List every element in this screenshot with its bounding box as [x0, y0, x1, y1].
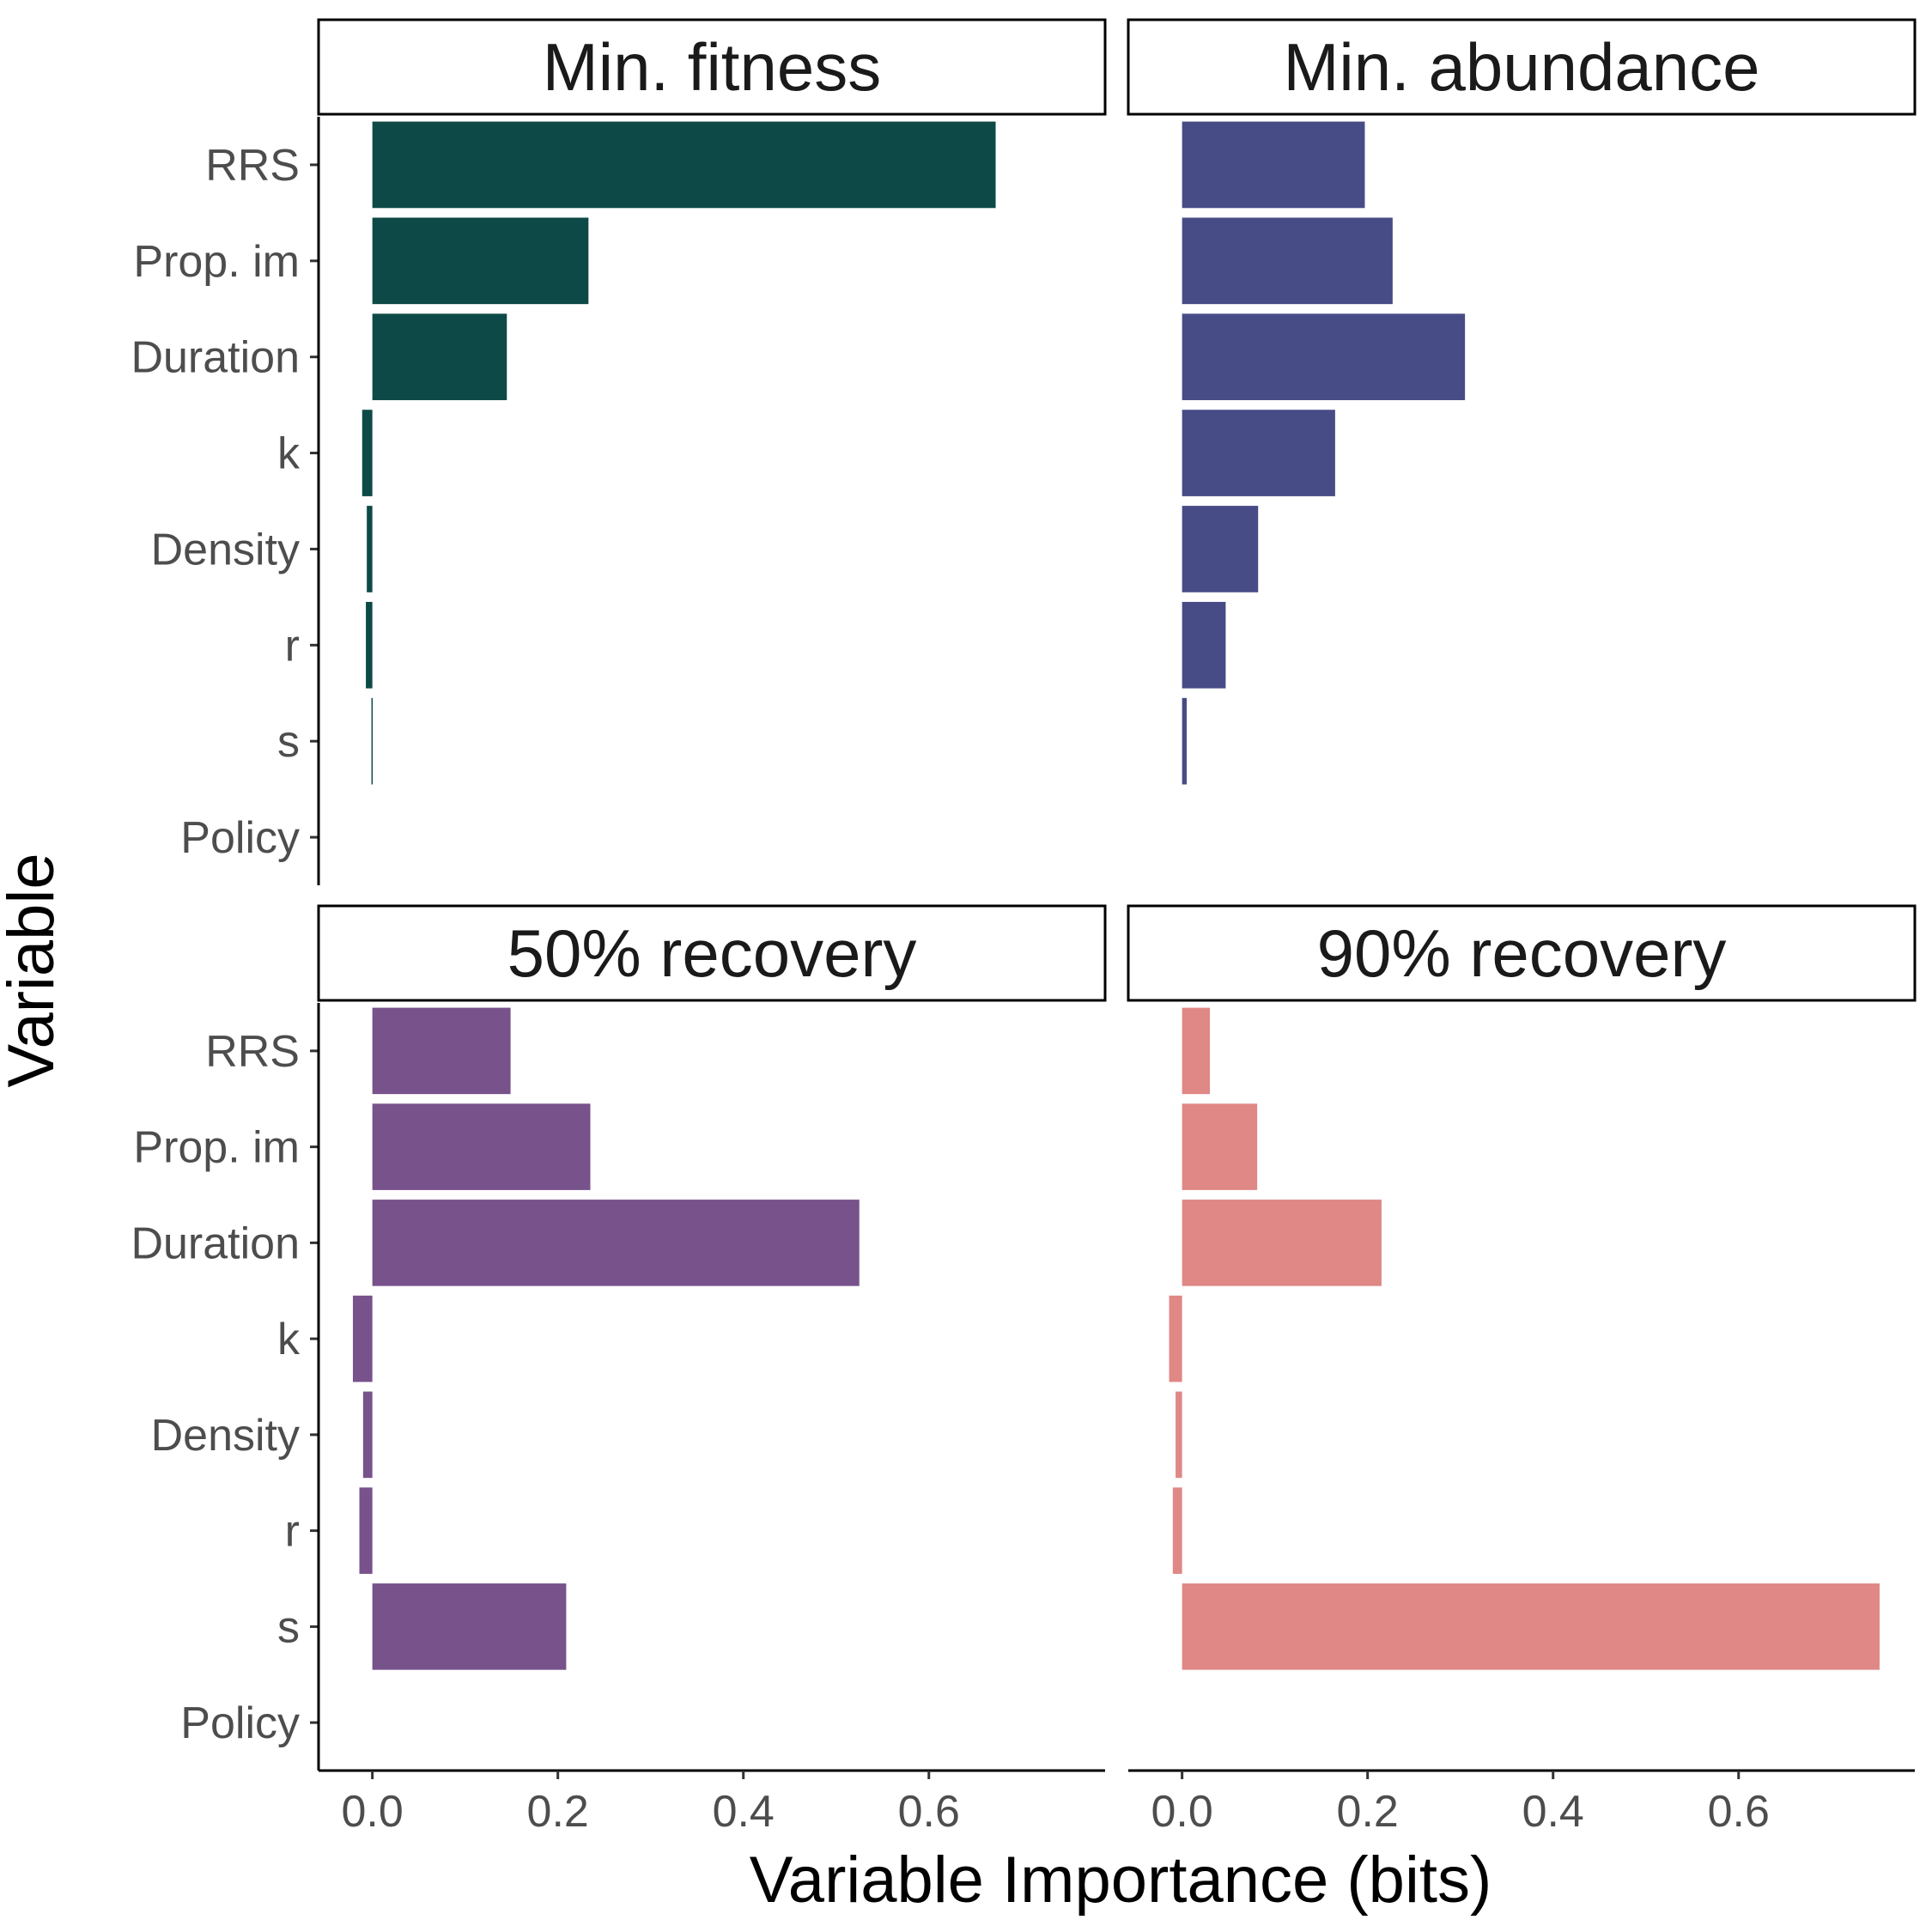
bar-rrs: [372, 1007, 511, 1095]
y-axis-title: Variable: [0, 853, 68, 1087]
bar-s: [372, 1583, 567, 1670]
y-tick-label-k: k: [277, 1315, 301, 1364]
y-tick-label-duration: Duration: [131, 1218, 300, 1268]
bar-s: [371, 697, 374, 785]
x-tick-label: 0.6: [898, 1787, 960, 1837]
panel-title: Min. abundance: [1283, 29, 1759, 105]
y-tick-label-r: r: [285, 1507, 300, 1557]
x-tick-label: 0.6: [1708, 1787, 1770, 1837]
y-tick-label-policy: Policy: [180, 1698, 300, 1748]
bar-rrs: [1182, 1007, 1211, 1095]
bar-duration: [1182, 313, 1466, 401]
x-tick-label: 0.2: [1337, 1787, 1399, 1837]
bar-k: [1169, 1295, 1182, 1382]
x-tick-label: 0.4: [713, 1787, 775, 1837]
panel-strip: [317, 904, 1107, 1002]
x-tick-label: 0.4: [1522, 1787, 1584, 1837]
bar-s: [1182, 1583, 1880, 1670]
panel-title: 50% recovery: [507, 915, 917, 991]
bar-rrs: [372, 121, 996, 209]
y-tick-label-s: s: [277, 717, 300, 767]
bar-duration: [372, 313, 507, 401]
bar-duration: [1182, 1200, 1382, 1286]
panel-strip: [1127, 18, 1917, 116]
bar-density: [1176, 1391, 1182, 1479]
bar-r: [1172, 1487, 1182, 1574]
bar-r: [1182, 601, 1226, 689]
y-tick-label-rrs: RRS: [205, 1027, 300, 1077]
bar-rrs: [1182, 121, 1365, 209]
x-tick-label: 0.0: [1151, 1787, 1213, 1837]
bar-prop-im: [1182, 217, 1393, 305]
x-tick-label: 0.2: [527, 1787, 589, 1837]
panels-group: Min. fitness RRS Prop. im Duration k Density r…: [131, 18, 1917, 1837]
bar-k: [352, 1295, 373, 1382]
x-tick-label: 0.0: [342, 1787, 404, 1837]
y-tick-label-s: s: [277, 1602, 300, 1652]
bar-prop-im: [1182, 1103, 1258, 1190]
y-tick-label-duration: Duration: [131, 333, 300, 383]
bar-k: [1182, 410, 1335, 496]
bar-prop-im: [372, 217, 589, 305]
bar-density: [1182, 506, 1259, 592]
panel-min-abundance: Min. abundance: [1127, 18, 1917, 785]
bar-r: [359, 1487, 373, 1574]
bar-r: [366, 601, 373, 689]
bar-density: [362, 1391, 373, 1479]
bar-k: [361, 410, 373, 496]
y-tick-label-prop-im: Prop. im: [133, 1123, 300, 1173]
bar-prop-im: [372, 1103, 591, 1190]
panel-title: Min. fitness: [543, 29, 881, 105]
bar-s: [1182, 697, 1188, 785]
panel-title: 90% recovery: [1317, 915, 1727, 991]
panel-strip: [1127, 904, 1917, 1002]
panel-50-recovery: 50% recovery RRS Prop. im Duration k Density r…: [131, 904, 1107, 1837]
bar-duration: [372, 1200, 860, 1286]
bar-density: [367, 506, 373, 592]
y-tick-label-policy: Policy: [180, 813, 300, 863]
y-tick-label-prop-im: Prop. im: [133, 237, 300, 287]
panel-strip: [317, 18, 1107, 116]
y-tick-label-density: Density: [151, 1411, 300, 1461]
y-tick-label-k: k: [277, 429, 301, 479]
y-tick-label-density: Density: [151, 525, 300, 574]
y-tick-label-rrs: RRS: [205, 141, 300, 191]
y-tick-label-r: r: [285, 621, 300, 671]
x-axis-title: Variable Importance (bits): [750, 1844, 1492, 1917]
panel-min-fitness: Min. fitness RRS Prop. im Duration k Density r…: [131, 18, 1107, 885]
panel-90-recovery: 90% recovery 0.0 0.2 0.4 0.6: [1127, 904, 1917, 1837]
